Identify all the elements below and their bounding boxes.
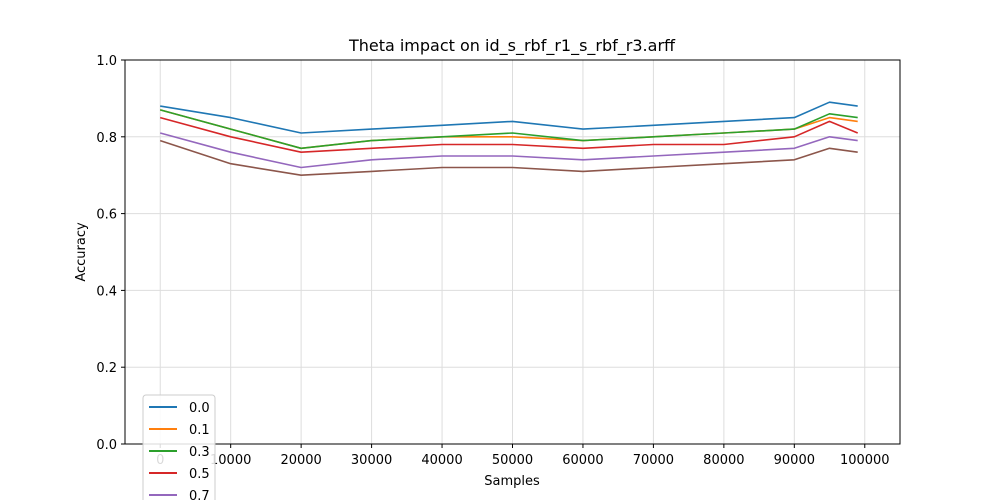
series-line-2 (159, 109, 858, 150)
x-axis-label: Samples (484, 474, 540, 489)
x-tick-label: 10000 (210, 453, 251, 468)
legend: 0.0 0.1 0.3 0.5 0.7 (142, 394, 216, 500)
x-tick-label: 80000 (703, 453, 744, 468)
x-tick-label: 100000 (840, 453, 890, 468)
legend-label: 0.0 (189, 401, 210, 416)
series-line-5 (159, 139, 858, 176)
legend-label: 0.7 (189, 489, 210, 500)
y-tick-label: 0.0 (96, 438, 117, 453)
y-tick-label: 0.2 (96, 361, 117, 376)
y-tick-label: 1.0 (96, 54, 117, 69)
x-tick-label: 30000 (351, 453, 392, 468)
y-tick-label: 0.6 (96, 208, 117, 223)
chart-title: Theta impact on id_s_rbf_r1_s_rbf_r3.arf… (348, 36, 676, 56)
x-tick-label: 90000 (774, 453, 815, 468)
ticks: 0100002000030000400005000060000700008000… (96, 54, 889, 468)
legend-label: 0.3 (189, 445, 210, 460)
y-tick-label: 0.4 (96, 284, 117, 299)
x-tick-label: 40000 (421, 453, 462, 468)
series-layer (159, 101, 859, 176)
x-tick-label: 20000 (280, 453, 321, 468)
y-tick-label: 0.8 (96, 131, 117, 146)
series-line-4 (159, 132, 858, 169)
series-line-3 (159, 116, 859, 153)
x-tick-label: 70000 (633, 453, 674, 468)
x-tick-label: 60000 (562, 453, 603, 468)
legend-label: 0.1 (189, 423, 210, 438)
legend-label: 0.5 (189, 467, 210, 482)
series-line-0 (160, 101, 858, 134)
series-line-1 (159, 109, 858, 150)
x-tick-label: 50000 (492, 453, 533, 468)
y-axis-label: Accuracy (74, 222, 89, 282)
